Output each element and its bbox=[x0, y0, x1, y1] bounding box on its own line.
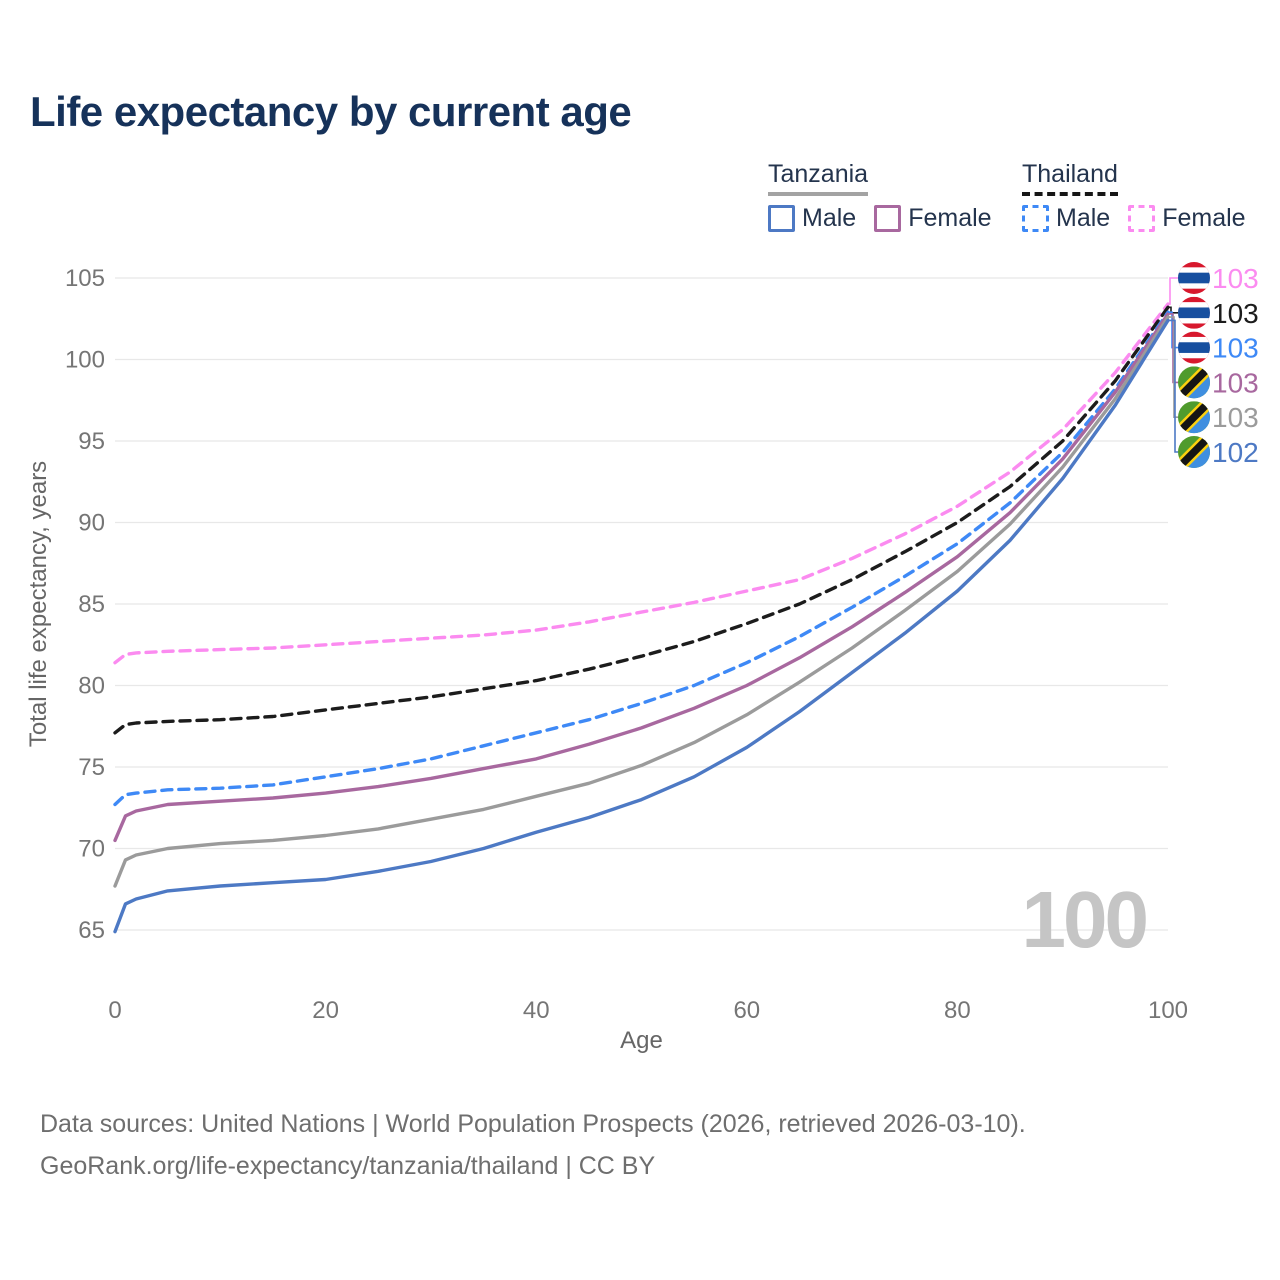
legend-header-thailand[interactable]: Thailand bbox=[1022, 160, 1118, 196]
end-value-label: 102 bbox=[1212, 437, 1259, 468]
y-tick-label: 85 bbox=[78, 591, 105, 618]
footer-data-sources: Data sources: United Nations | World Pop… bbox=[40, 1110, 1026, 1138]
x-tick-label: 0 bbox=[108, 997, 121, 1024]
legend-header-tanzania[interactable]: Tanzania bbox=[768, 160, 869, 196]
tanzania-female-label: Female bbox=[908, 204, 992, 232]
thailand-flag-icon bbox=[1178, 262, 1210, 294]
y-tick-label: 90 bbox=[78, 510, 105, 537]
legend-group-thailand: Thailand Male Female bbox=[1022, 160, 1264, 233]
leader-line bbox=[1168, 319, 1178, 453]
thailand-flag-icon bbox=[1178, 331, 1210, 364]
leader-line bbox=[1168, 316, 1178, 418]
legend-row-thailand: Male Female bbox=[1022, 204, 1264, 233]
thailand-female-checkbox[interactable] bbox=[1128, 205, 1156, 232]
tanzania-flag-icon bbox=[1178, 401, 1210, 434]
thailand-male-checkbox[interactable] bbox=[1022, 205, 1049, 232]
y-tick-label: 105 bbox=[65, 265, 105, 292]
thailand-flag-icon bbox=[1178, 296, 1210, 329]
y-tick-label: 100 bbox=[65, 347, 105, 374]
page-title: Life expectancy by current age bbox=[30, 88, 632, 135]
tanzania-flag-icon bbox=[1178, 366, 1210, 399]
end-value-label: 103 bbox=[1212, 333, 1259, 364]
x-tick-label: 60 bbox=[733, 997, 760, 1024]
leader-line bbox=[1168, 277, 1178, 305]
x-tick-label: 80 bbox=[944, 997, 971, 1024]
y-tick-label: 75 bbox=[78, 754, 105, 781]
x-tick-label: 20 bbox=[312, 997, 339, 1024]
footer: Data sources: United Nations | World Pop… bbox=[40, 1104, 1026, 1187]
series-line-tanzania-female bbox=[113, 312, 1170, 843]
end-value-label: 103 bbox=[1212, 402, 1259, 433]
tanzania-male-label: Male bbox=[802, 204, 857, 232]
series-line-thailand-male bbox=[113, 310, 1170, 807]
tanzania-flag-icon bbox=[1178, 436, 1210, 468]
series-line-tanzania-both-sexes bbox=[113, 315, 1170, 888]
y-tick-label: 65 bbox=[78, 917, 105, 944]
y-tick-label: 70 bbox=[78, 836, 105, 863]
x-axis-title: Age bbox=[620, 1027, 663, 1054]
y-axis-title: Total life expectancy, years bbox=[25, 461, 52, 747]
end-value-label: 103 bbox=[1212, 298, 1259, 329]
legend-row-tanzania: Male Female bbox=[768, 204, 1010, 233]
legend-group-tanzania: Tanzania Male Female bbox=[768, 160, 1010, 233]
end-value-label: 103 bbox=[1212, 263, 1259, 294]
tanzania-female-checkbox[interactable] bbox=[874, 205, 902, 232]
watermark-age: 100 bbox=[1022, 875, 1147, 964]
chart-canvas: 65 70 75 80 85 90 95 100 105 0 20 40 60 80 100 Age Total… bbox=[25, 262, 1259, 1054]
y-tick-label: 80 bbox=[78, 673, 105, 700]
y-tick-label: 95 bbox=[78, 428, 105, 455]
thailand-female-label: Female bbox=[1162, 204, 1246, 232]
series-line-tanzania-male bbox=[113, 318, 1170, 934]
series-line-thailand-female bbox=[113, 302, 1170, 665]
series-line-thailand-both-sexes bbox=[113, 305, 1170, 735]
footer-attribution[interactable]: GeoRank.org/life-expectancy/tanzania/tha… bbox=[40, 1151, 656, 1180]
x-tick-label: 100 bbox=[1148, 997, 1188, 1024]
tanzania-male-checkbox[interactable] bbox=[768, 205, 795, 232]
end-value-label: 103 bbox=[1212, 367, 1259, 398]
thailand-male-label: Male bbox=[1056, 204, 1111, 232]
x-tick-label: 40 bbox=[523, 997, 550, 1024]
leader-line bbox=[1168, 306, 1178, 314]
